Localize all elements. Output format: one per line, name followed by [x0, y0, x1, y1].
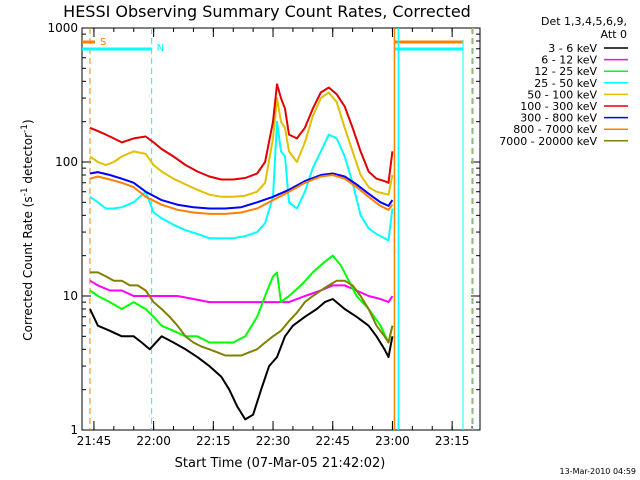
night-marker-label: N [157, 43, 164, 54]
legend-entry-label: 25 - 50 keV [534, 77, 597, 90]
series-line-9 [90, 271, 394, 357]
y-tick-label: 1000 [47, 21, 78, 35]
footer-timestamp: 13-Mar-2010 04:59 [560, 467, 637, 476]
y-axis-label-mid: detector [21, 133, 35, 188]
plot-area: 1 10 100 1000 21:45 22:00 22:15 22:30 22:45 23:00… [47, 21, 481, 448]
series-line-8 [89, 174, 394, 215]
y-axis-label-sup2: -1 [20, 124, 30, 133]
x-tick-label: 22:30 [256, 434, 291, 448]
legend-entry-label: 7000 - 20000 keV [499, 135, 597, 148]
y-axis-label-end: ) [21, 119, 35, 124]
plot-frame [81, 27, 481, 431]
x-tick-label: 23:15 [435, 434, 470, 448]
x-axis-label: Start Time (07-Mar-05 21:42:02) [175, 456, 386, 471]
series-line-6 [89, 83, 394, 184]
series-line-1 [89, 298, 394, 421]
legend-entry-label: 300 - 800 keV [520, 112, 597, 125]
legend-header-2: Att 0 [601, 28, 627, 41]
x-tick-label: 22:15 [196, 434, 231, 448]
saa-marker-label: S [100, 37, 106, 48]
y-axis-label-main: Corrected Count Rate (s [21, 196, 35, 340]
legend-entry-label: 6 - 12 keV [541, 54, 597, 67]
x-tick-label: 22:45 [315, 434, 350, 448]
legend-entry-label: 100 - 300 keV [520, 100, 597, 113]
series-line-5 [89, 91, 394, 198]
series-line-7 [89, 171, 394, 210]
y-axis-label: Corrected Count Rate (s-1 detector-1) [20, 119, 35, 340]
y-tick-label: 10 [63, 289, 78, 303]
series-line-3 [89, 254, 394, 344]
x-tick-label: 21:45 [77, 434, 112, 448]
legend-entry-label: 800 - 7000 keV [513, 123, 597, 136]
legend-entry-label: 50 - 100 keV [527, 88, 597, 101]
x-tick-label: 23:00 [375, 434, 410, 448]
series-line-2 [89, 279, 394, 304]
y-tick-label: 1 [70, 423, 78, 437]
legend-header-1: Det 1,3,4,5,6,9, [541, 15, 627, 28]
chart-title: HESSI Observing Summary Count Rates, Cor… [63, 2, 471, 21]
legend-entry-label: 3 - 6 keV [548, 42, 597, 55]
legend-entry-label: 12 - 25 keV [534, 65, 597, 78]
y-tick-label: 100 [55, 155, 78, 169]
y-axis-label-sup1: -1 [20, 187, 30, 196]
x-tick-label: 22:00 [136, 434, 171, 448]
